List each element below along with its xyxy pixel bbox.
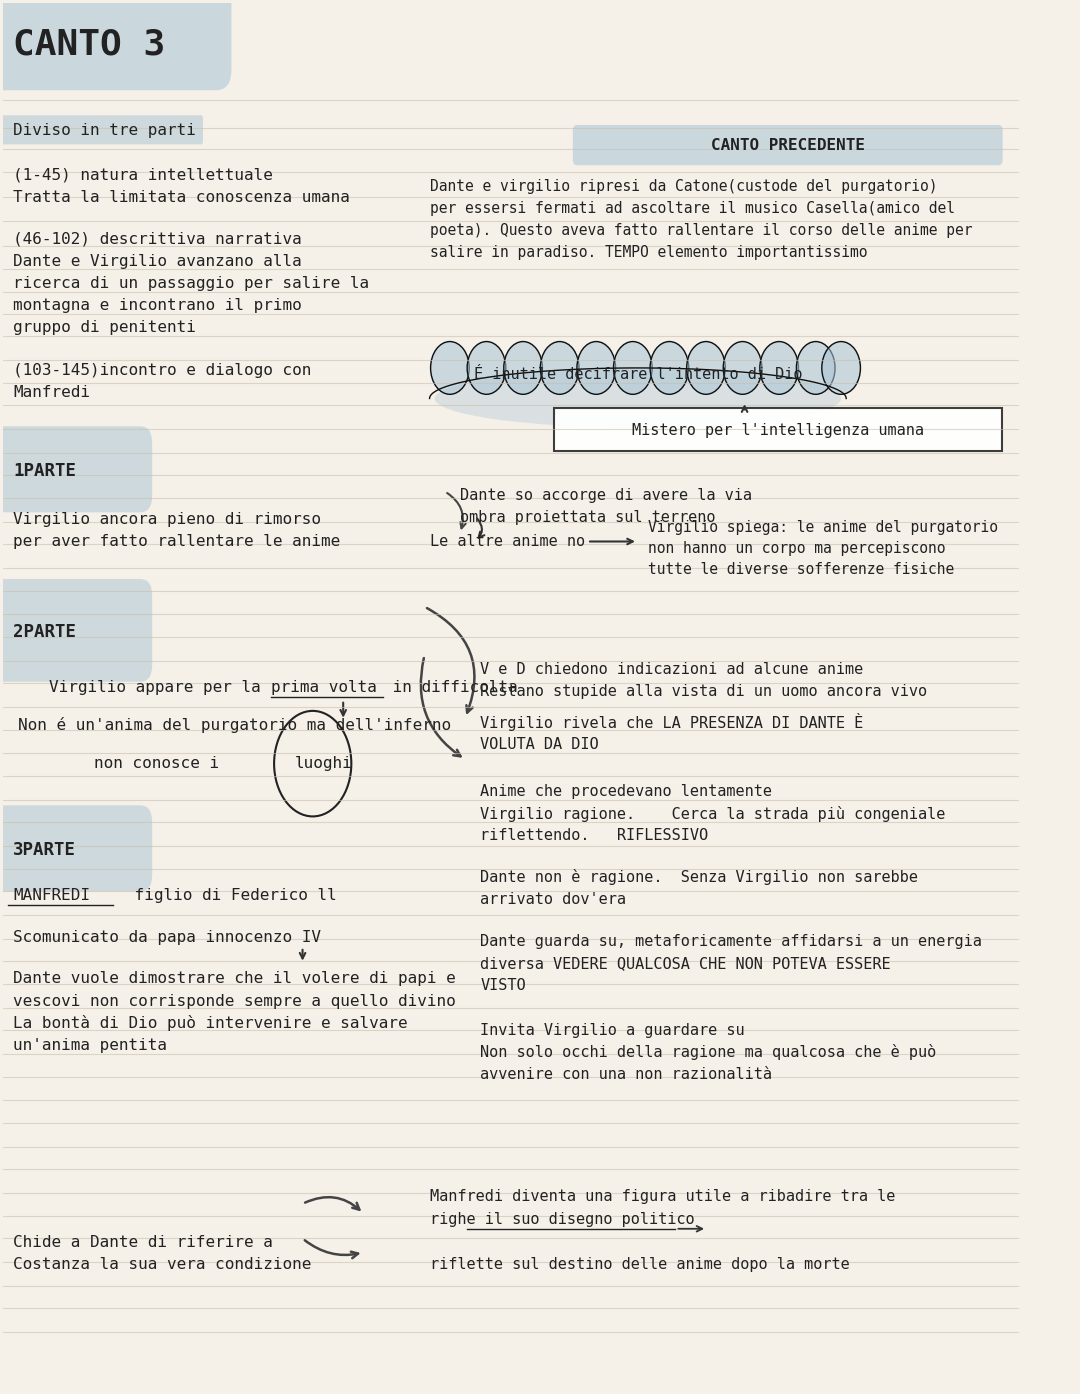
FancyBboxPatch shape [0, 0, 231, 91]
FancyArrowPatch shape [340, 703, 346, 715]
Text: VISTO: VISTO [481, 979, 526, 994]
Text: MANFREDI: MANFREDI [13, 888, 90, 903]
Text: La bontà di Dio può intervenire e salvare: La bontà di Dio può intervenire e salvar… [13, 1015, 407, 1032]
Text: Costanza la sua vera condizione: Costanza la sua vera condizione [13, 1257, 311, 1273]
Text: Dante so accorge di avere la via: Dante so accorge di avere la via [460, 488, 752, 503]
FancyArrowPatch shape [447, 493, 465, 528]
Circle shape [822, 342, 861, 395]
Circle shape [503, 342, 542, 395]
Text: Dante guarda su, metaforicamente affidarsi a un energia: Dante guarda su, metaforicamente affidar… [481, 934, 982, 949]
Text: non hanno un corpo ma percepiscono: non hanno un corpo ma percepiscono [648, 541, 946, 556]
Text: Non solo occhi della ragione ma qualcosa che è può: Non solo occhi della ragione ma qualcosa… [481, 1044, 936, 1061]
Text: in difficolta: in difficolta [382, 680, 517, 694]
Text: luoghi: luoghi [295, 756, 352, 771]
Circle shape [577, 342, 616, 395]
Circle shape [760, 342, 798, 395]
Text: tutte le diverse sofferenze fisiche: tutte le diverse sofferenze fisiche [648, 562, 955, 577]
Text: righe il suo disegno politico: righe il suo disegno politico [430, 1211, 694, 1227]
Text: prima volta: prima volta [271, 680, 377, 694]
Circle shape [650, 342, 689, 395]
Text: (1-45) natura intellettuale: (1-45) natura intellettuale [13, 167, 273, 183]
Text: Dante vuole dimostrare che il volere di papi e: Dante vuole dimostrare che il volere di … [13, 972, 456, 987]
Text: non conosce i: non conosce i [94, 756, 219, 771]
Ellipse shape [434, 369, 841, 428]
FancyBboxPatch shape [572, 125, 1002, 166]
Circle shape [724, 342, 761, 395]
Text: ombra proiettata sul terreno: ombra proiettata sul terreno [460, 510, 716, 526]
Text: Virgilio ancora pieno di rimorso: Virgilio ancora pieno di rimorso [13, 512, 321, 527]
Text: montagna e incontrano il primo: montagna e incontrano il primo [13, 298, 301, 314]
Text: Virgilio rivela che LA PRESENZA DI DANTE È: Virgilio rivela che LA PRESENZA DI DANTE… [481, 712, 864, 730]
Circle shape [796, 342, 835, 395]
FancyBboxPatch shape [0, 806, 152, 891]
Text: V e D chiedono indicazioni ad alcune anime: V e D chiedono indicazioni ad alcune ani… [481, 662, 864, 676]
Text: Manfredi diventa una figura utile a ribadire tra le: Manfredi diventa una figura utile a riba… [430, 1189, 895, 1204]
Text: Mistero per l'intelligenza umana: Mistero per l'intelligenza umana [632, 422, 924, 438]
Text: CANTO 3: CANTO 3 [13, 28, 165, 61]
Text: figlio di Federico ll: figlio di Federico ll [124, 888, 337, 903]
Circle shape [613, 342, 652, 395]
Text: 2PARTE: 2PARTE [13, 623, 76, 641]
Text: Scomunicato da papa innocenzo IV: Scomunicato da papa innocenzo IV [13, 930, 321, 945]
Text: Dante non è ragione.  Senza Virgilio non sarebbe: Dante non è ragione. Senza Virgilio non … [481, 870, 918, 885]
Text: ricerca di un passaggio per salire la: ricerca di un passaggio per salire la [13, 276, 369, 291]
Text: Virgilio ragione.    Cerca la strada più congeniale: Virgilio ragione. Cerca la strada più co… [481, 806, 946, 821]
Text: Virgilio spiega: le anime del purgatorio: Virgilio spiega: le anime del purgatorio [648, 520, 998, 535]
Text: salire in paradiso. TEMPO elemento importantissimo: salire in paradiso. TEMPO elemento impor… [430, 245, 867, 261]
Text: per aver fatto rallentare le anime: per aver fatto rallentare le anime [13, 534, 340, 549]
Circle shape [468, 342, 505, 395]
FancyArrowPatch shape [305, 1197, 360, 1210]
Text: Invita Virgilio a guardare su: Invita Virgilio a guardare su [481, 1023, 745, 1037]
Text: Restano stupide alla vista di un uomo ancora vivo: Restano stupide alla vista di un uomo an… [481, 684, 928, 698]
Text: Chide a Dante di riferire a: Chide a Dante di riferire a [13, 1235, 273, 1250]
Text: un'anima pentita: un'anima pentita [13, 1039, 167, 1052]
Text: VOLUTA DA DIO: VOLUTA DA DIO [481, 736, 599, 751]
Circle shape [540, 342, 579, 395]
FancyBboxPatch shape [554, 408, 1001, 452]
FancyArrowPatch shape [305, 1241, 359, 1259]
Text: Virgilio appare per la: Virgilio appare per la [49, 680, 270, 694]
Text: per essersi fermati ad ascoltare il musico Casella(amico del: per essersi fermati ad ascoltare il musi… [430, 201, 955, 216]
Text: Diviso in tre parti: Diviso in tre parti [13, 123, 195, 138]
FancyBboxPatch shape [0, 427, 152, 513]
FancyBboxPatch shape [1, 116, 203, 145]
FancyArrowPatch shape [421, 658, 460, 757]
Text: É inutile decifrare l'intento di Dio: É inutile decifrare l'intento di Dio [474, 368, 802, 382]
Text: (103-145)incontro e dialogo con: (103-145)incontro e dialogo con [13, 364, 311, 378]
Circle shape [687, 342, 726, 395]
Text: Dante e virgilio ripresi da Catone(custode del purgatorio): Dante e virgilio ripresi da Catone(custo… [430, 178, 937, 194]
Text: riflette sul destino delle anime dopo la morte: riflette sul destino delle anime dopo la… [430, 1257, 849, 1273]
Text: 1PARTE: 1PARTE [13, 461, 76, 480]
Text: diversa VEDERE QUALCOSA CHE NON POTEVA ESSERE: diversa VEDERE QUALCOSA CHE NON POTEVA E… [481, 956, 891, 972]
Text: Non é un'anima del purgatorio ma dell'inferno: Non é un'anima del purgatorio ma dell'in… [18, 717, 451, 733]
Circle shape [431, 342, 469, 395]
Text: poeta). Questo aveva fatto rallentare il corso delle anime per: poeta). Questo aveva fatto rallentare il… [430, 223, 972, 238]
Text: 3PARTE: 3PARTE [13, 841, 76, 859]
FancyArrowPatch shape [300, 949, 306, 959]
Text: Manfredi: Manfredi [13, 385, 90, 400]
Text: arrivato dov'era: arrivato dov'era [481, 892, 626, 907]
Text: (46-102) descrittiva narrativa: (46-102) descrittiva narrativa [13, 231, 301, 247]
Text: avvenire con una non razionalità: avvenire con una non razionalità [481, 1068, 772, 1082]
FancyBboxPatch shape [0, 579, 152, 682]
Text: Tratta la limitata conoscenza umana: Tratta la limitata conoscenza umana [13, 190, 350, 205]
Text: CANTO PRECEDENTE: CANTO PRECEDENTE [712, 138, 865, 153]
Text: Le altre anime no: Le altre anime no [430, 534, 584, 549]
Text: Anime che procedevano lentamente: Anime che procedevano lentamente [481, 783, 772, 799]
Text: gruppo di penitenti: gruppo di penitenti [13, 321, 195, 335]
Text: riflettendo.   RIFLESSIVO: riflettendo. RIFLESSIVO [481, 828, 708, 843]
FancyArrowPatch shape [427, 608, 474, 712]
Text: Dante e Virgilio avanzano alla: Dante e Virgilio avanzano alla [13, 254, 301, 269]
Text: vescovi non corrisponde sempre a quello divino: vescovi non corrisponde sempre a quello … [13, 994, 456, 1009]
